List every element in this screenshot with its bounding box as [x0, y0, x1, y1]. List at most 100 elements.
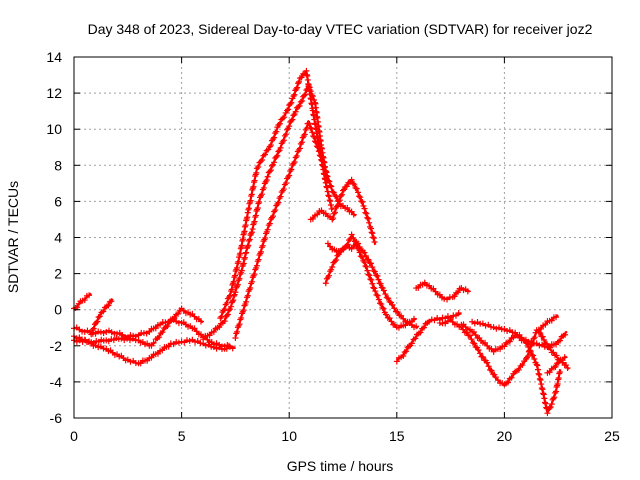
data-point	[228, 303, 235, 310]
data-point	[312, 138, 319, 145]
data-point	[464, 288, 471, 295]
data-point	[324, 173, 331, 180]
data-point	[165, 343, 172, 350]
data-point	[259, 157, 266, 164]
data-point	[527, 348, 534, 355]
data-point	[244, 243, 251, 250]
data-point	[356, 193, 363, 200]
data-point	[357, 194, 364, 201]
data-point	[368, 276, 375, 283]
y-tick-label: -4	[50, 374, 63, 390]
data-point	[479, 353, 486, 360]
x-tick-label: 10	[281, 428, 297, 444]
data-point	[539, 333, 546, 340]
data-point	[531, 356, 538, 363]
data-point	[290, 112, 297, 119]
data-point	[466, 332, 473, 339]
data-point	[552, 363, 559, 370]
data-point	[371, 268, 378, 275]
data-point	[471, 340, 478, 347]
data-point	[428, 316, 435, 323]
data-point	[385, 295, 392, 302]
data-point	[309, 215, 316, 222]
data-point	[536, 375, 543, 382]
data-point	[420, 324, 427, 331]
data-point	[494, 377, 501, 384]
data-point	[356, 249, 363, 256]
data-point	[261, 151, 268, 158]
data-point	[367, 276, 374, 283]
data-point	[322, 210, 329, 217]
data-point	[148, 342, 155, 349]
data-point	[273, 128, 280, 135]
data-point	[288, 166, 295, 173]
data-point	[146, 328, 153, 335]
data-point	[361, 205, 368, 212]
y-tick-label: 12	[46, 85, 62, 101]
data-point	[258, 248, 265, 255]
x-tick-label: 15	[389, 428, 405, 444]
data-point	[292, 108, 299, 115]
data-point	[439, 314, 446, 321]
data-point	[370, 284, 377, 291]
data-point	[452, 312, 459, 319]
data-point	[508, 374, 515, 381]
data-point	[298, 74, 305, 81]
data-point	[251, 218, 258, 225]
data-point	[542, 321, 549, 328]
data-point	[519, 362, 526, 369]
data-point	[338, 191, 345, 198]
data-point	[97, 329, 104, 336]
data-point	[285, 106, 292, 113]
data-point	[536, 371, 543, 378]
data-point	[504, 379, 511, 386]
data-point	[398, 312, 405, 319]
data-point	[95, 344, 102, 351]
data-point	[333, 256, 340, 263]
data-point	[367, 260, 374, 267]
data-point	[472, 331, 479, 338]
data-point	[559, 357, 566, 364]
data-point	[225, 307, 232, 314]
data-point	[159, 329, 166, 336]
series-track-h	[217, 67, 335, 322]
data-point	[317, 153, 324, 160]
data-point	[318, 207, 325, 214]
data-point	[229, 345, 236, 352]
data-point	[355, 245, 362, 252]
data-point	[240, 307, 247, 314]
data-point	[88, 331, 95, 338]
data-point	[257, 158, 264, 165]
data-point	[383, 311, 390, 318]
data-point	[327, 243, 334, 250]
data-point	[539, 386, 546, 393]
data-point	[315, 148, 322, 155]
data-point	[463, 329, 470, 336]
data-point	[249, 226, 256, 233]
data-point	[296, 145, 303, 152]
data-point	[86, 292, 93, 299]
data-point	[380, 305, 387, 312]
data-point	[348, 231, 355, 238]
series-track-a	[71, 292, 93, 312]
data-point	[90, 325, 97, 332]
data-point	[273, 153, 280, 160]
data-point	[294, 84, 301, 91]
data-point	[524, 353, 531, 360]
data-point	[337, 192, 344, 199]
data-point	[293, 152, 300, 159]
data-point	[563, 362, 570, 369]
data-point	[228, 286, 235, 293]
data-point	[314, 144, 321, 151]
data-point	[175, 310, 182, 317]
data-point	[375, 296, 382, 303]
data-point	[373, 291, 380, 298]
data-point	[537, 376, 544, 383]
data-point	[326, 193, 333, 200]
data-point	[430, 285, 437, 292]
y-tick-label: 14	[46, 49, 62, 65]
data-point	[95, 314, 102, 321]
data-point	[332, 209, 339, 216]
data-point	[105, 302, 112, 309]
data-point	[364, 214, 371, 221]
